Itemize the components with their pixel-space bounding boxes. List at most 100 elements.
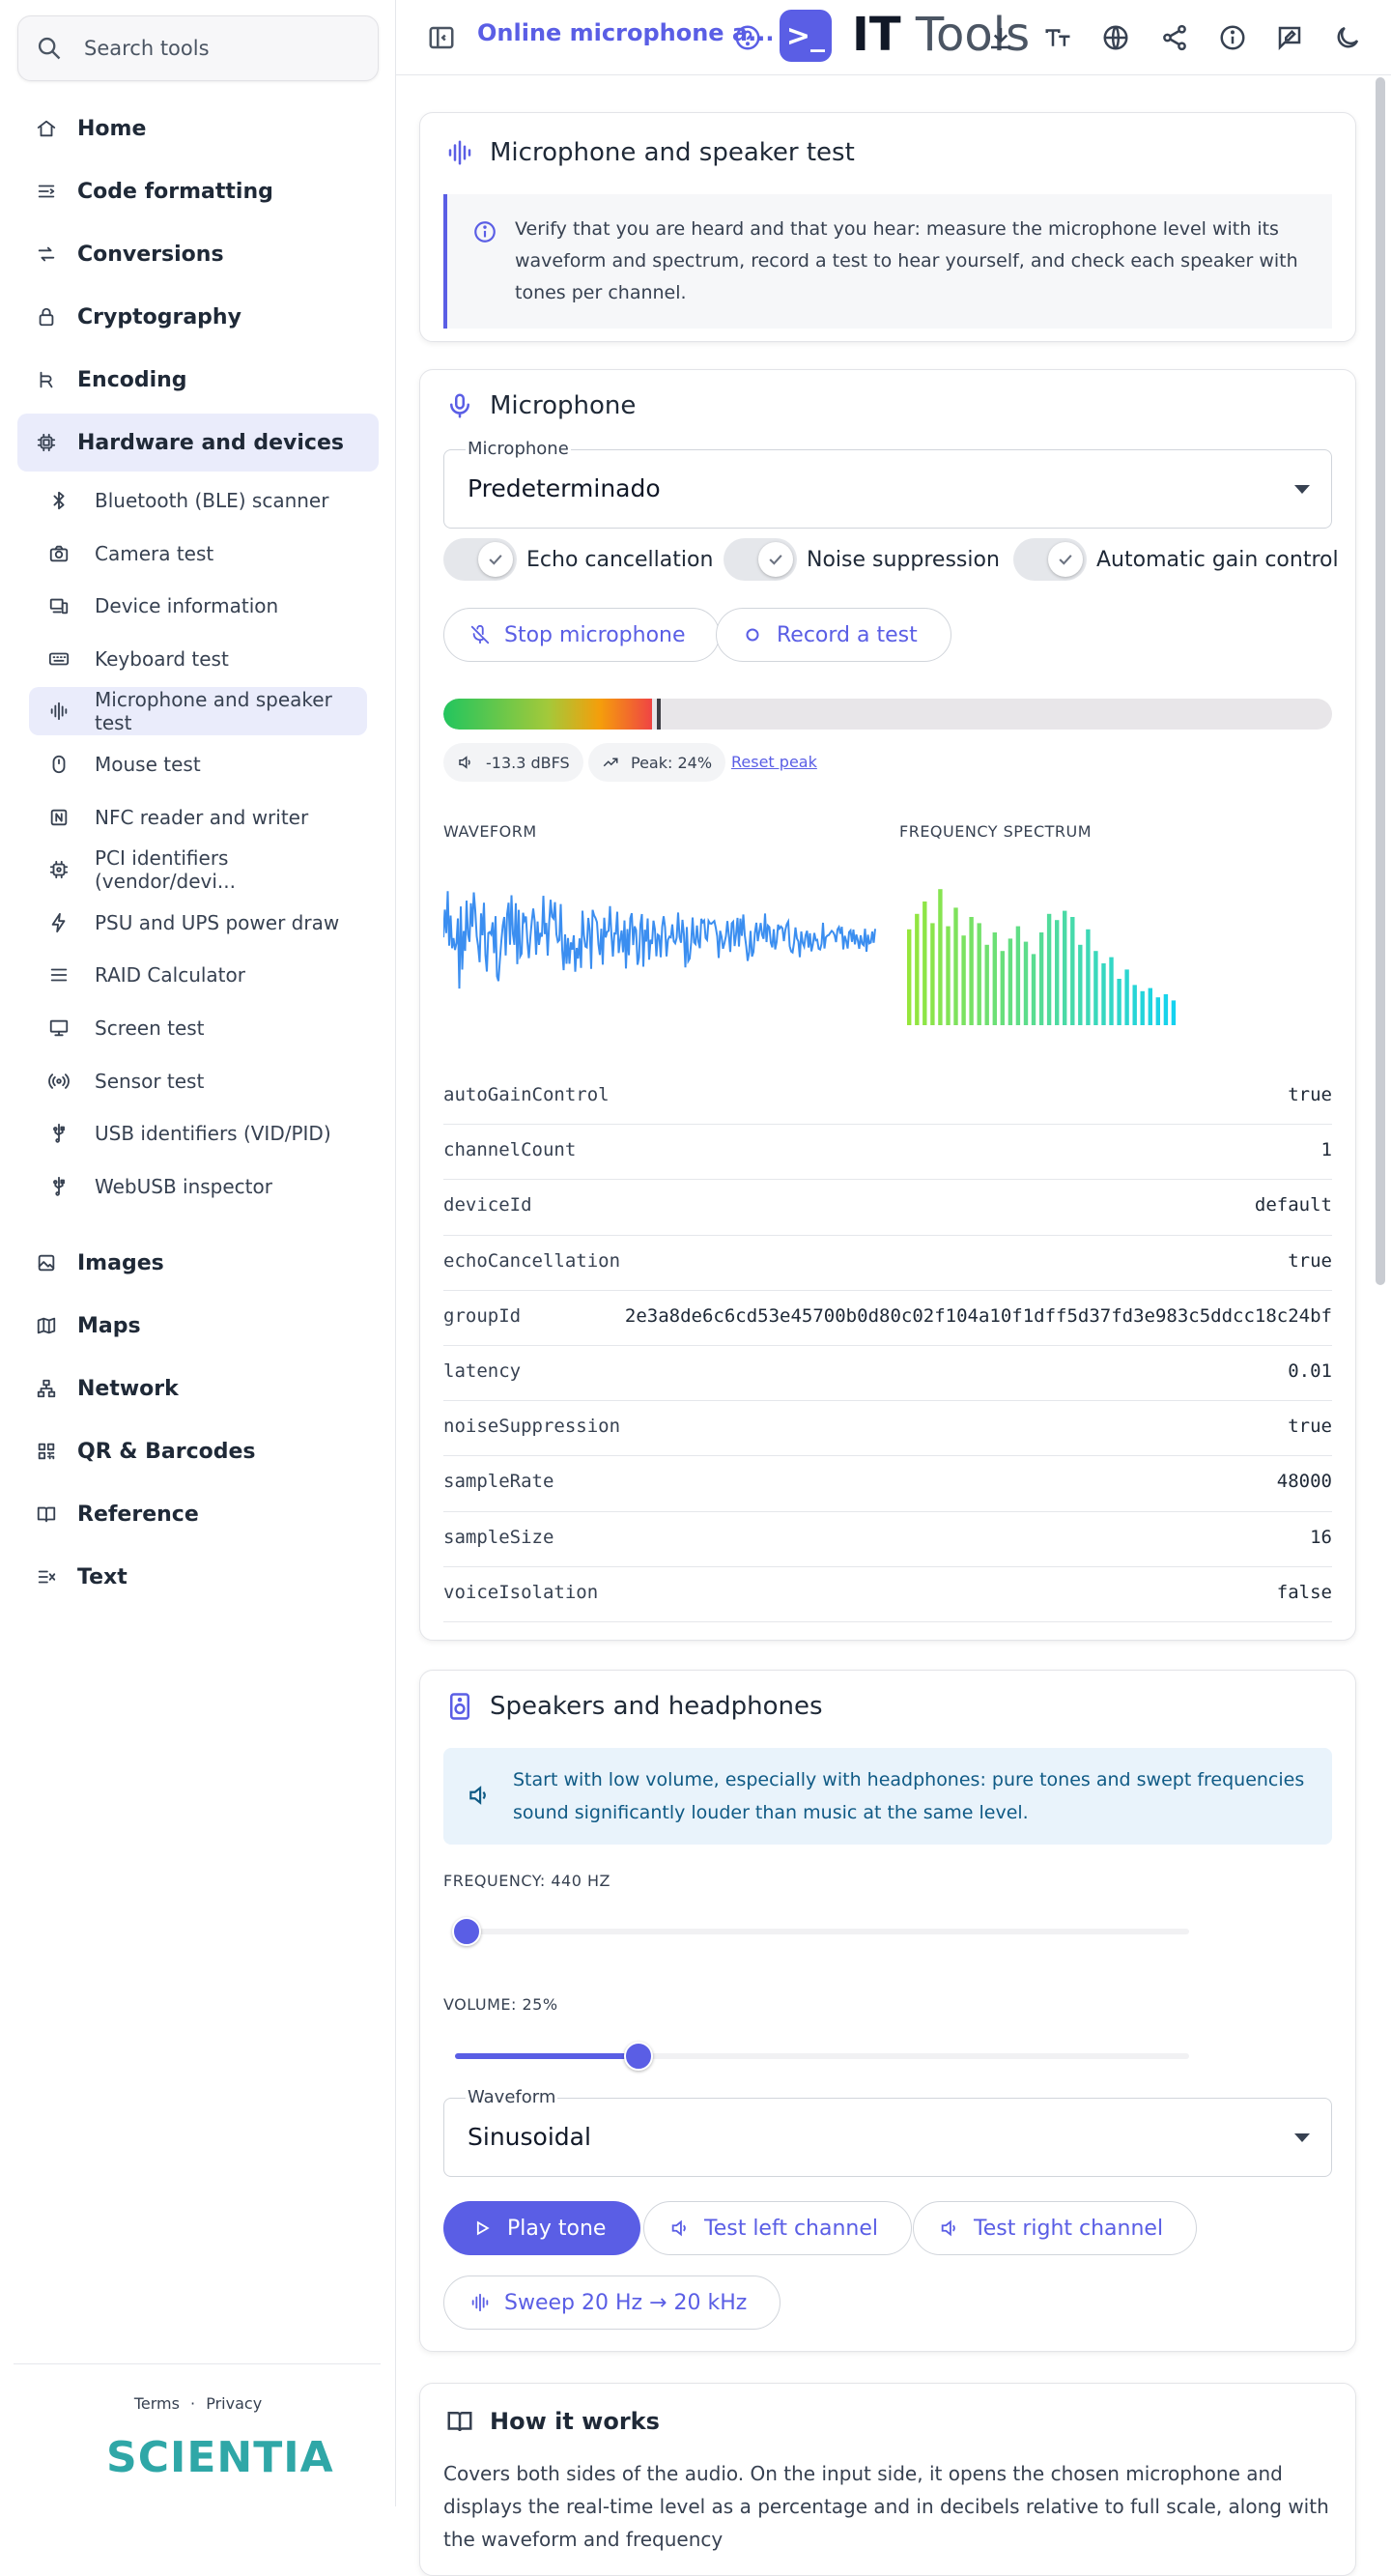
- scientia-logo[interactable]: SCIENTIA: [106, 2433, 334, 2482]
- spectrum-bar: [1117, 979, 1121, 1025]
- sidebar-category-images[interactable]: Images: [17, 1234, 379, 1292]
- dark-mode-icon[interactable]: [1327, 17, 1368, 58]
- record-icon: [746, 628, 759, 642]
- sidebar-item-webusb-inspector[interactable]: WebUSB inspector: [29, 1162, 367, 1211]
- sidebar-item-raid-calculator[interactable]: RAID Calculator: [29, 951, 367, 999]
- reset-peak-link[interactable]: Reset peak: [731, 753, 817, 771]
- toggle-switch[interactable]: [443, 538, 517, 581]
- text-size-icon[interactable]: [1037, 17, 1078, 58]
- microphone-select[interactable]: Microphone Predeterminado: [443, 439, 1332, 529]
- sidebar-category-home[interactable]: Home: [17, 100, 379, 157]
- constraint-row: sampleRate 48000: [443, 1456, 1332, 1512]
- sidebar-item-label: NFC reader and writer: [95, 805, 309, 829]
- test-right-channel-button[interactable]: Test right channel: [913, 2201, 1198, 2255]
- sweep-button[interactable]: Sweep 20 Hz → 20 kHz: [443, 2275, 781, 2330]
- language-icon[interactable]: [1095, 17, 1136, 58]
- spectrum-bar: [1070, 917, 1075, 1025]
- microphone-off-icon: [470, 624, 490, 644]
- automatic-gain-control-toggle[interactable]: Automatic gain control: [1013, 538, 1339, 581]
- sidebar-item-label: Screen test: [95, 1016, 205, 1040]
- spectrum-bar: [1063, 910, 1067, 1025]
- sidebar-item-usb-identifiers-vid-pid-[interactable]: USB identifiers (VID/PID): [29, 1109, 367, 1158]
- sidebar-item-keyboard-test[interactable]: Keyboard test: [29, 635, 367, 683]
- page-scrollbar[interactable]: [1376, 77, 1385, 1285]
- sidebar-category-maps[interactable]: Maps: [17, 1297, 379, 1355]
- play-tone-label: Play tone: [507, 2216, 607, 2241]
- sidebar-category-cryptography[interactable]: Cryptography: [17, 288, 379, 346]
- brand-logo-icon[interactable]: >_: [780, 10, 832, 62]
- intro-info-text: Verify that you are heard and that you h…: [515, 218, 1298, 303]
- sidebar-category-label: Network: [77, 1376, 179, 1401]
- constraint-key: channelCount: [443, 1139, 577, 1161]
- slider-fill: [455, 2053, 639, 2059]
- share-icon[interactable]: [1154, 17, 1195, 58]
- constraint-value: true: [1288, 1084, 1332, 1105]
- sidebar-item-screen-test[interactable]: Screen test: [29, 1004, 367, 1052]
- play-tone-button[interactable]: Play tone: [443, 2201, 641, 2255]
- brand-name[interactable]: IT Tools: [852, 8, 1030, 62]
- sidebar-category-reference[interactable]: Reference: [17, 1485, 379, 1543]
- sidebar-item-pci-identifiers-vendor-devi-[interactable]: PCI identifiers (vendor/devi...: [29, 845, 367, 894]
- search-input[interactable]: Search tools: [17, 15, 379, 81]
- constraint-key: latency: [443, 1360, 522, 1382]
- sidebar-item-microphone-and-speaker-test[interactable]: Microphone and speaker test: [29, 687, 367, 736]
- sidebar-category-conversions[interactable]: Conversions: [17, 225, 379, 283]
- spectrum-caption: FREQUENCY SPECTRUM: [899, 822, 1093, 841]
- constraint-value: 2e3a8de6c6cd53e45700b0d80c02f104a10f1dff…: [624, 1304, 1332, 1327]
- toggle-switch[interactable]: [1013, 538, 1087, 581]
- spectrum-bar: [953, 907, 958, 1025]
- constraint-value: 0.01: [1288, 1360, 1332, 1382]
- test-left-channel-button[interactable]: Test left channel: [643, 2201, 912, 2255]
- sidebar-item-label: Sensor test: [95, 1069, 205, 1093]
- sidebar-item-bluetooth-ble-scanner[interactable]: Bluetooth (BLE) scanner: [29, 476, 367, 525]
- feedback-icon[interactable]: [1269, 17, 1310, 58]
- peak-value: Peak: 24%: [631, 753, 713, 772]
- slider-thumb[interactable]: [452, 1917, 482, 1946]
- sidebar-item-mouse-test[interactable]: Mouse test: [29, 740, 367, 788]
- frequency-slider[interactable]: [443, 1916, 1197, 1946]
- echo-cancellation-toggle[interactable]: Echo cancellation: [443, 538, 713, 581]
- spectrum-bar: [1148, 987, 1152, 1025]
- record-test-button[interactable]: Record a test: [716, 608, 951, 662]
- page-breadcrumb[interactable]: Online microphone a...: [477, 19, 775, 46]
- noise-suppression-toggle[interactable]: Noise suppression: [724, 538, 1000, 581]
- slider-thumb[interactable]: [624, 2042, 653, 2071]
- help-icon[interactable]: [727, 17, 768, 58]
- spectrum-bar: [1124, 969, 1129, 1025]
- sidebar-item-sensor-test[interactable]: Sensor test: [29, 1057, 367, 1105]
- sidebar-category-label: Maps: [77, 1313, 141, 1338]
- waveform-select[interactable]: Waveform Sinusoidal: [443, 2087, 1332, 2177]
- toggle-label: Noise suppression: [807, 547, 1000, 572]
- sidebar-category-network[interactable]: Network: [17, 1360, 379, 1417]
- sidebar-item-camera-test[interactable]: Camera test: [29, 530, 367, 578]
- sidebar-item-psu-and-ups-power-draw[interactable]: PSU and UPS power draw: [29, 899, 367, 947]
- stack-icon: [48, 964, 70, 986]
- sidebar-category-encoding[interactable]: Encoding: [17, 351, 379, 409]
- terms-link[interactable]: Terms: [133, 2394, 180, 2413]
- toggle-switch[interactable]: [724, 538, 797, 581]
- sidebar-item-device-information[interactable]: Device information: [29, 582, 367, 630]
- network-icon: [35, 1377, 58, 1400]
- sidebar-category-hardware-and-devices[interactable]: Hardware and devices: [17, 414, 379, 472]
- constraint-value: true: [1288, 1249, 1332, 1272]
- speakers-card: Speakers and headphones Start with low v…: [419, 1670, 1356, 2352]
- spectrum-bar: [1155, 997, 1160, 1025]
- how-header: How it works: [443, 2405, 660, 2438]
- sidebar-category-text[interactable]: Text: [17, 1548, 379, 1606]
- constraint-row: latency 0.01: [443, 1346, 1332, 1402]
- record-test-label: Record a test: [777, 622, 918, 647]
- stop-microphone-button[interactable]: Stop microphone: [443, 608, 720, 662]
- volume-slider[interactable]: [443, 2041, 1197, 2071]
- constraint-row: voiceIsolation false: [443, 1567, 1332, 1622]
- lock-icon: [35, 305, 58, 329]
- sidebar-category-qr-barcodes[interactable]: QR & Barcodes: [17, 1422, 379, 1480]
- sidebar-toggle-icon[interactable]: [421, 17, 462, 58]
- waveform-select-label: Waveform: [466, 2087, 558, 2107]
- microphone-icon: [443, 389, 476, 422]
- sidebar-category-code-formatting[interactable]: Code formatting: [17, 162, 379, 220]
- privacy-link[interactable]: Privacy: [206, 2394, 263, 2413]
- waveform-caption: WAVEFORM: [443, 822, 537, 841]
- sidebar-item-nfc-reader-and-writer[interactable]: NFC reader and writer: [29, 793, 367, 842]
- info-icon[interactable]: [1212, 17, 1253, 58]
- download-icon[interactable]: [980, 17, 1021, 58]
